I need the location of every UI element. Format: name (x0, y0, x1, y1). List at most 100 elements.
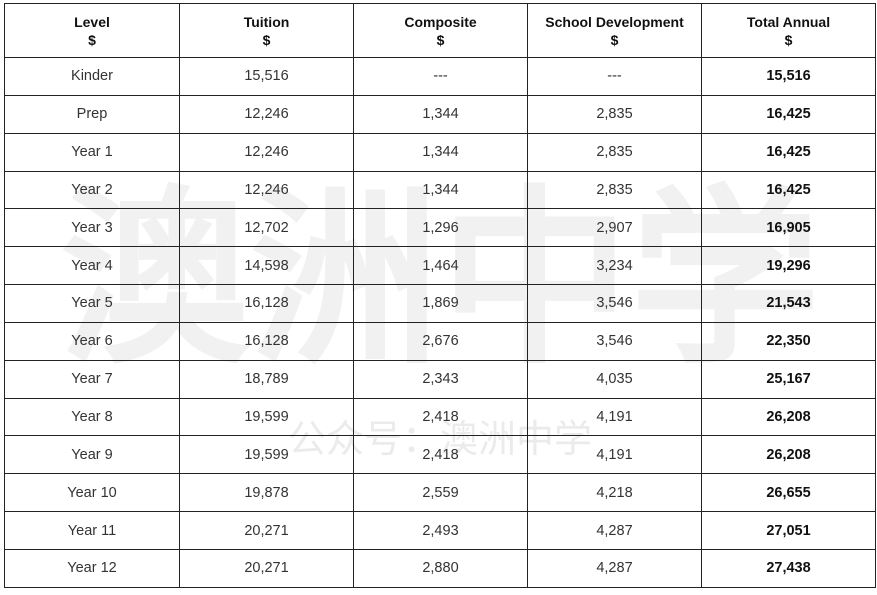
composite-cell: 1,344 (353, 170, 528, 210)
school-development-cell: 3,546 (527, 321, 702, 361)
col-header-school-development: School Development $ (527, 3, 702, 58)
table-row: Year 2 12,246 1,344 2,835 16,425 (4, 170, 876, 210)
school-development-cell: 3,546 (527, 284, 702, 323)
level-cell: Year 11 (4, 511, 180, 550)
table-row: Kinder 15,516 --- --- 15,516 (4, 57, 876, 96)
school-development-cell: 2,835 (527, 94, 702, 134)
tuition-cell: 18,789 (179, 359, 354, 399)
tuition-cell: 12,246 (179, 132, 354, 172)
composite-cell: 2,418 (353, 435, 528, 475)
col-header-unit: $ (610, 31, 619, 48)
col-header-total-annual: Total Annual $ (701, 3, 876, 58)
composite-cell: 2,493 (353, 511, 528, 550)
table-row: Year 10 19,878 2,559 4,218 26,655 (4, 473, 876, 513)
school-development-cell: 4,191 (527, 397, 702, 437)
table-row: Year 9 19,599 2,418 4,191 26,208 (4, 435, 876, 475)
composite-cell: 2,343 (353, 359, 528, 399)
table-row: Year 6 16,128 2,676 3,546 22,350 (4, 321, 876, 361)
total-annual-cell: 16,425 (701, 170, 876, 210)
table-row: Year 5 16,128 1,869 3,546 21,543 (4, 284, 876, 323)
tuition-cell: 12,246 (179, 170, 354, 210)
total-annual-cell: 27,438 (701, 548, 876, 589)
table-row: Year 7 18,789 2,343 4,035 25,167 (4, 359, 876, 399)
level-cell: Year 6 (4, 321, 180, 361)
col-header-unit: $ (88, 31, 96, 48)
col-header-tuition: Tuition $ (179, 3, 354, 58)
table-row: Prep 12,246 1,344 2,835 16,425 (4, 94, 876, 134)
tuition-cell: 16,128 (179, 321, 354, 361)
table-row: Year 12 20,271 2,880 4,287 27,438 (4, 548, 876, 589)
total-annual-cell: 26,208 (701, 397, 876, 437)
total-annual-cell: 26,655 (701, 473, 876, 513)
col-header-name: School Development (545, 13, 684, 30)
table-row: Year 3 12,702 1,296 2,907 16,905 (4, 208, 876, 248)
tuition-cell: 12,246 (179, 94, 354, 134)
total-annual-cell: 25,167 (701, 359, 876, 399)
composite-cell: 2,676 (353, 321, 528, 361)
tuition-cell: 20,271 (179, 548, 354, 589)
table-row: Year 8 19,599 2,418 4,191 26,208 (4, 397, 876, 437)
tuition-cell: 15,516 (179, 57, 354, 96)
header-row: Level $ Tuition $ Composite $ School Dev… (4, 3, 876, 58)
fees-table: Level $ Tuition $ Composite $ School Dev… (4, 3, 876, 589)
tuition-cell: 19,599 (179, 397, 354, 437)
school-development-cell: 2,907 (527, 208, 702, 248)
level-cell: Year 5 (4, 284, 180, 323)
col-header-level: Level $ (4, 3, 180, 58)
col-header-name: Composite (404, 13, 477, 30)
level-cell: Prep (4, 94, 180, 134)
table-row: Year 1 12,246 1,344 2,835 16,425 (4, 132, 876, 172)
tuition-cell: 12,702 (179, 208, 354, 248)
level-cell: Year 2 (4, 170, 180, 210)
composite-cell: --- (353, 57, 528, 96)
col-header-name: Tuition (243, 13, 290, 30)
school-development-cell: --- (527, 57, 702, 96)
total-annual-cell: 16,425 (701, 94, 876, 134)
total-annual-cell: 22,350 (701, 321, 876, 361)
level-cell: Year 10 (4, 473, 180, 513)
composite-cell: 1,869 (353, 284, 528, 323)
level-cell: Year 9 (4, 435, 180, 475)
level-cell: Year 7 (4, 359, 180, 399)
school-development-cell: 4,287 (527, 548, 702, 589)
composite-cell: 1,344 (353, 94, 528, 134)
col-header-name: Total Annual (746, 13, 831, 30)
tuition-cell: 20,271 (179, 511, 354, 550)
school-development-cell: 2,835 (527, 132, 702, 172)
tuition-cell: 16,128 (179, 284, 354, 323)
school-development-cell: 2,835 (527, 170, 702, 210)
total-annual-cell: 27,051 (701, 511, 876, 550)
composite-cell: 1,464 (353, 246, 528, 286)
total-annual-cell: 21,543 (701, 284, 876, 323)
school-development-cell: 4,218 (527, 473, 702, 513)
school-development-cell: 3,234 (527, 246, 702, 286)
total-annual-cell: 16,425 (701, 132, 876, 172)
total-annual-cell: 26,208 (701, 435, 876, 475)
composite-cell: 2,559 (353, 473, 528, 513)
tuition-cell: 19,599 (179, 435, 354, 475)
tuition-cell: 19,878 (179, 473, 354, 513)
level-cell: Year 4 (4, 246, 180, 286)
level-cell: Year 1 (4, 132, 180, 172)
level-cell: Year 12 (4, 548, 180, 589)
composite-cell: 1,344 (353, 132, 528, 172)
col-header-composite: Composite $ (353, 3, 528, 58)
col-header-name: Level (74, 13, 110, 30)
school-development-cell: 4,191 (527, 435, 702, 475)
school-development-cell: 4,287 (527, 511, 702, 550)
composite-cell: 2,418 (353, 397, 528, 437)
fees-table-header: Level $ Tuition $ Composite $ School Dev… (4, 3, 876, 58)
table-row: Year 11 20,271 2,493 4,287 27,051 (4, 511, 876, 550)
total-annual-cell: 16,905 (701, 208, 876, 248)
level-cell: Kinder (4, 57, 180, 96)
composite-cell: 1,296 (353, 208, 528, 248)
table-row: Year 4 14,598 1,464 3,234 19,296 (4, 246, 876, 286)
total-annual-cell: 19,296 (701, 246, 876, 286)
col-header-unit: $ (436, 31, 445, 48)
school-development-cell: 4,035 (527, 359, 702, 399)
col-header-unit: $ (262, 31, 271, 48)
col-header-unit: $ (784, 31, 793, 48)
total-annual-cell: 15,516 (701, 57, 876, 96)
tuition-cell: 14,598 (179, 246, 354, 286)
composite-cell: 2,880 (353, 548, 528, 589)
